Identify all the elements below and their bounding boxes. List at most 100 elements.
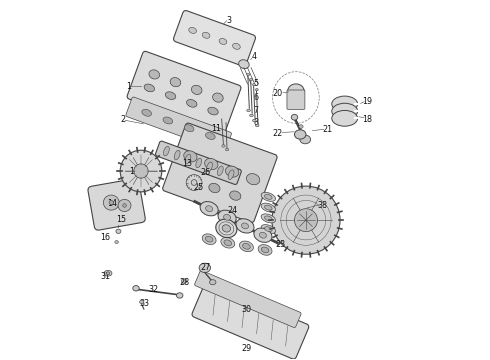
Text: 4: 4 (251, 52, 256, 61)
Ellipse shape (205, 236, 213, 242)
FancyBboxPatch shape (192, 282, 309, 359)
Ellipse shape (225, 148, 229, 151)
Ellipse shape (103, 195, 119, 210)
Ellipse shape (122, 204, 126, 207)
Text: 31: 31 (100, 272, 110, 281)
Ellipse shape (239, 60, 249, 69)
Ellipse shape (185, 154, 191, 164)
Ellipse shape (174, 150, 180, 160)
Text: 16: 16 (100, 233, 110, 242)
Ellipse shape (265, 216, 272, 221)
Ellipse shape (186, 175, 202, 190)
Ellipse shape (221, 238, 235, 248)
Ellipse shape (200, 202, 218, 216)
Ellipse shape (188, 176, 199, 185)
Text: 3: 3 (226, 16, 231, 25)
Ellipse shape (187, 99, 197, 107)
Ellipse shape (261, 214, 275, 223)
Ellipse shape (259, 232, 267, 238)
Text: 1: 1 (126, 82, 131, 91)
Text: 13: 13 (183, 159, 193, 168)
Ellipse shape (332, 103, 358, 119)
Ellipse shape (120, 150, 162, 192)
Ellipse shape (202, 32, 210, 38)
FancyBboxPatch shape (88, 179, 145, 230)
Ellipse shape (170, 77, 181, 87)
Ellipse shape (163, 117, 172, 124)
Ellipse shape (181, 279, 187, 283)
Text: 25: 25 (193, 183, 203, 192)
Ellipse shape (164, 146, 169, 156)
Text: 5: 5 (253, 79, 258, 88)
Text: 15: 15 (116, 215, 126, 224)
Ellipse shape (265, 205, 272, 210)
Ellipse shape (149, 70, 160, 79)
Text: 24: 24 (227, 206, 238, 215)
Ellipse shape (240, 241, 253, 252)
Text: 29: 29 (242, 344, 252, 353)
FancyBboxPatch shape (173, 10, 255, 66)
FancyBboxPatch shape (163, 123, 277, 222)
Text: 7: 7 (253, 105, 258, 114)
Text: 22: 22 (272, 129, 282, 138)
Ellipse shape (294, 209, 318, 231)
Ellipse shape (250, 114, 253, 117)
Ellipse shape (252, 84, 255, 86)
Ellipse shape (140, 300, 144, 303)
Ellipse shape (233, 43, 240, 49)
Ellipse shape (222, 225, 231, 232)
FancyBboxPatch shape (287, 90, 305, 109)
Ellipse shape (196, 158, 202, 168)
Ellipse shape (144, 84, 154, 92)
Ellipse shape (332, 96, 358, 112)
Ellipse shape (242, 223, 248, 229)
Text: 33: 33 (140, 299, 149, 308)
Ellipse shape (191, 180, 197, 185)
Ellipse shape (272, 186, 340, 254)
Ellipse shape (230, 191, 241, 200)
Ellipse shape (116, 229, 121, 233)
Text: 38: 38 (317, 201, 327, 210)
Ellipse shape (261, 225, 275, 234)
Ellipse shape (255, 124, 259, 127)
Text: 26: 26 (200, 168, 211, 177)
Ellipse shape (255, 89, 258, 91)
Text: 18: 18 (362, 114, 372, 123)
Ellipse shape (176, 293, 183, 298)
FancyBboxPatch shape (127, 51, 241, 133)
Ellipse shape (210, 280, 216, 285)
Ellipse shape (207, 162, 213, 172)
Ellipse shape (250, 78, 252, 81)
Text: 8: 8 (253, 118, 258, 127)
FancyBboxPatch shape (195, 270, 301, 328)
Ellipse shape (254, 228, 272, 242)
Text: 14: 14 (107, 199, 117, 208)
Ellipse shape (261, 203, 275, 212)
Ellipse shape (299, 125, 303, 129)
Ellipse shape (142, 109, 151, 116)
Ellipse shape (236, 219, 254, 233)
Ellipse shape (332, 111, 358, 126)
Ellipse shape (133, 285, 139, 291)
Ellipse shape (184, 125, 194, 132)
Ellipse shape (165, 92, 176, 99)
Ellipse shape (184, 151, 197, 162)
Ellipse shape (199, 263, 211, 273)
Ellipse shape (109, 201, 113, 205)
Ellipse shape (106, 272, 110, 275)
Ellipse shape (258, 244, 272, 255)
Ellipse shape (205, 132, 215, 139)
Ellipse shape (265, 227, 272, 231)
Ellipse shape (206, 206, 213, 212)
Ellipse shape (291, 114, 298, 120)
Text: 32: 32 (148, 285, 159, 294)
Ellipse shape (261, 247, 269, 253)
Text: 20: 20 (272, 89, 282, 98)
Ellipse shape (118, 199, 131, 212)
Text: 6: 6 (253, 93, 258, 102)
Ellipse shape (265, 194, 272, 199)
Ellipse shape (219, 39, 227, 44)
Ellipse shape (218, 210, 236, 224)
Ellipse shape (247, 73, 250, 76)
Ellipse shape (189, 27, 196, 33)
